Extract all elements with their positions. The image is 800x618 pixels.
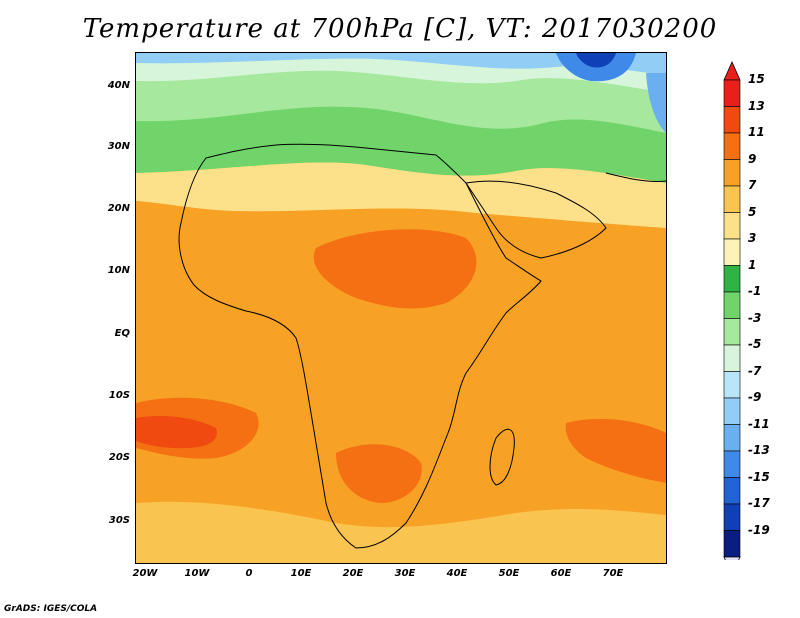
field-5: [136, 162, 666, 228]
colorbar-swatch: [723, 185, 741, 213]
colorbar-label: -15: [748, 469, 770, 484]
field-minus7: [136, 53, 666, 75]
colorbar-swatch: [723, 318, 741, 346]
temperature-map: [135, 52, 667, 564]
chart-title: Temperature at 700hPa [C], VT: 201703020…: [82, 14, 718, 44]
lon-label-60e: 60E: [550, 568, 572, 579]
colorbar-label: 5: [748, 204, 757, 219]
field-11-south: [336, 444, 422, 503]
credit-label: GrADS: IGES/COLA: [4, 604, 98, 614]
colorbar-bottom-arrow: [723, 556, 741, 560]
colorbar-label: 13: [748, 98, 765, 113]
colorbar-swatch: [723, 291, 741, 319]
lon-label-20w: 20W: [132, 568, 158, 579]
colorbar-swatch: [723, 265, 741, 293]
madagascar-outline: [489, 428, 515, 486]
colorbar-swatch: [723, 450, 741, 478]
colorbar-label: 11: [748, 125, 765, 139]
map-canvas: [136, 53, 666, 563]
lon-label-0: 0: [245, 568, 253, 579]
field-7-south: [136, 501, 666, 563]
colorbar-swatch: [723, 79, 741, 107]
lon-label-50e: 50E: [498, 568, 520, 579]
lat-label-20n: 20N: [107, 203, 130, 214]
lat-label-eq: EQ: [114, 328, 130, 339]
colorbar: [723, 61, 741, 560]
lat-label-10n: 10N: [107, 265, 130, 276]
colorbar-swatch: [723, 371, 741, 399]
lon-label-40e: 40E: [446, 568, 468, 579]
lat-label-20s: 20S: [108, 452, 130, 463]
colorbar-swatch: [723, 106, 741, 134]
lon-label-10e: 10E: [290, 568, 312, 579]
lat-label-40n: 40N: [107, 80, 130, 91]
field-11-indian: [565, 418, 666, 483]
colorbar-label: 3: [748, 231, 757, 245]
colorbar-label: 9: [748, 151, 757, 166]
colorbar-label: 15: [748, 72, 765, 86]
colorbar-label: -17: [748, 496, 770, 510]
colorbar-label: -3: [748, 310, 762, 325]
colorbar-swatch: [723, 238, 741, 266]
field-minus9: [646, 73, 666, 133]
colorbar-swatch: [723, 530, 741, 558]
lat-label-30s: 30S: [108, 515, 130, 526]
asia-coast: [605, 172, 666, 182]
lat-label-10s: 10S: [108, 390, 130, 401]
colorbar-swatch: [723, 424, 741, 452]
colorbar-label: -9: [748, 390, 762, 404]
colorbar-swatch: [723, 344, 741, 372]
colorbar-label: -1: [748, 284, 762, 298]
colorbar-label: -19: [748, 522, 770, 537]
arabia-outline: [465, 180, 607, 259]
colorbar-label: -7: [748, 363, 762, 378]
colorbar-swatch: [723, 503, 741, 531]
colorbar-label: -11: [748, 416, 770, 431]
lon-label-20e: 20E: [342, 568, 364, 579]
africa-outline: [178, 143, 542, 549]
colorbar-swatch: [723, 159, 741, 187]
colorbar-label: -5: [748, 337, 762, 351]
colorbar-top-arrow: [723, 61, 741, 81]
lat-label-30n: 30N: [107, 141, 130, 152]
colorbar-label: 1: [748, 257, 757, 272]
colorbar-swatch: [723, 477, 741, 505]
colorbar-label: 7: [748, 178, 757, 192]
field-13-atlantic: [136, 416, 217, 449]
colorbar-swatch: [723, 132, 741, 160]
field-11-central: [313, 229, 477, 309]
lon-label-70e: 70E: [602, 568, 624, 579]
lon-label-30e: 30E: [394, 568, 416, 579]
field-minus17: [576, 53, 616, 68]
coastlines: [178, 143, 666, 549]
lon-label-10w: 10W: [184, 568, 210, 579]
colorbar-swatch: [723, 212, 741, 240]
colorbar-swatch: [723, 397, 741, 425]
colorbar-label: -13: [748, 443, 770, 457]
